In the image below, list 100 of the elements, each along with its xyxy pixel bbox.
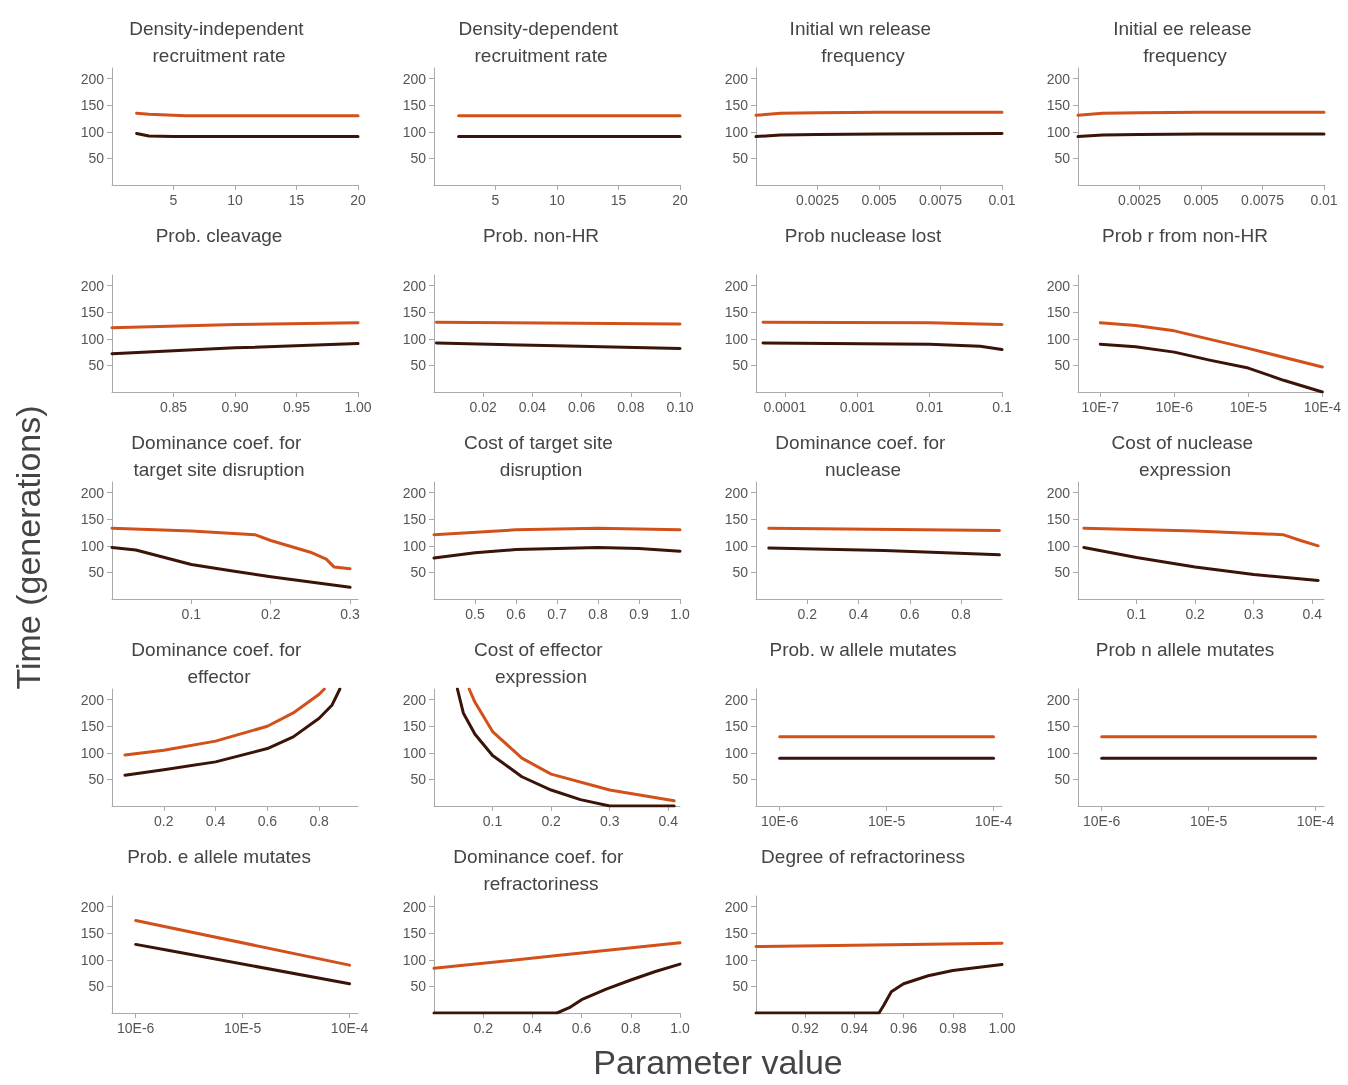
y-axis-title: Time (generations) [8, 404, 48, 692]
chart-title: Cost of target site disruption [463, 432, 619, 480]
y-tick-label: 200 [1046, 70, 1071, 87]
y-tick-label: 200 [724, 277, 749, 294]
y-tick-label: 100 [1046, 744, 1071, 761]
y-tick-label: 50 [732, 771, 749, 788]
x-tick-label: 0.005 [861, 192, 897, 208]
line-series [110, 545, 352, 589]
y-tick-label: 100 [402, 123, 427, 140]
x-tick-label: 5 [169, 192, 178, 208]
x-tick-label: 0.06 [567, 399, 596, 415]
y-tick-label: 200 [402, 277, 427, 294]
x-tick-label: 0.02 [469, 399, 498, 415]
x-tick-label: 10E-6 [1083, 813, 1121, 829]
y-tick-label: 50 [1054, 150, 1071, 167]
x-tick-label: 0.90 [221, 399, 249, 415]
x-tick-label: 0.4 [658, 813, 679, 829]
x-tick-label: 0.98 [939, 1020, 967, 1036]
chart-title: Prob. w allele mutates [769, 639, 957, 660]
x-tick-label: 5 [491, 192, 500, 208]
x-tick-label: 0.0025 [1118, 192, 1162, 208]
y-tick-label: 200 [1046, 484, 1071, 501]
x-tick-label: 0.6 [506, 606, 526, 622]
chart-title: Density-independent recruitment rate [129, 18, 309, 66]
chart-title: Initial ee release frequency [1113, 18, 1257, 66]
y-tick-label: 50 [410, 978, 427, 995]
x-tick-label: 1.0 [670, 606, 690, 622]
chart-title: Initial wn release frequency [789, 18, 937, 66]
y-tick-label: 50 [410, 564, 427, 581]
y-tick-label: 50 [410, 771, 427, 788]
y-tick-label: 100 [80, 330, 105, 347]
x-tick-label: 0.2 [473, 1020, 494, 1036]
y-tick-label: 150 [724, 718, 749, 735]
y-tick-label: 150 [80, 511, 105, 528]
x-tick-label: 0.6 [900, 606, 920, 622]
y-tick-label: 200 [80, 691, 105, 708]
x-tick-label: 0.2 [797, 606, 818, 622]
x-tick-label: 15 [610, 192, 627, 208]
y-tick-label: 100 [80, 123, 105, 140]
line-series [432, 545, 682, 560]
chart-title: Degree of refractoriness [761, 846, 965, 867]
chart-title: Density-dependent recruitment rate [458, 18, 624, 66]
y-tick-label: 150 [1046, 304, 1071, 321]
y-tick-label: 150 [402, 97, 427, 114]
y-tick-label: 100 [80, 951, 105, 968]
y-tick-label: 50 [1054, 357, 1071, 374]
y-tick-label: 50 [732, 150, 749, 167]
y-tick-label: 150 [402, 925, 427, 942]
x-tick-label: 0.8 [951, 606, 971, 622]
y-tick-label: 50 [88, 150, 105, 167]
y-tick-label: 150 [1046, 97, 1071, 114]
x-tick-label: 0.1 [482, 813, 503, 829]
y-tick-label: 200 [402, 691, 427, 708]
line-series [110, 526, 352, 571]
y-tick-label: 50 [732, 564, 749, 581]
x-tick-label: 0.92 [791, 1020, 820, 1036]
y-tick-label: 50 [88, 771, 105, 788]
y-tick-label: 150 [80, 925, 105, 942]
x-tick-label: 0.94 [840, 1020, 869, 1036]
x-tick-label: 0.1 [181, 606, 202, 622]
y-tick-label: 200 [724, 484, 749, 501]
x-tick-label: 0.8 [621, 1020, 641, 1036]
x-tick-label: 0.95 [282, 399, 311, 415]
line-series [123, 687, 342, 777]
y-tick-label: 50 [410, 150, 427, 167]
y-tick-label: 200 [80, 898, 105, 915]
x-tick-label: 0.6 [571, 1020, 592, 1036]
chart-title: Prob. non-HR [482, 225, 600, 246]
x-tick-label: 0.2 [260, 606, 281, 622]
y-tick-label: 50 [732, 357, 749, 374]
x-tick-label: 0.10 [666, 399, 694, 415]
x-tick-label: 1.00 [988, 1020, 1016, 1036]
y-tick-label: 50 [88, 564, 105, 581]
chart-title: Prob nuclease lost [784, 225, 942, 246]
x-tick-label: 0.01 [915, 399, 944, 415]
y-tick-label: 100 [402, 744, 427, 761]
y-tick-label: 100 [1046, 537, 1071, 554]
x-tick-label: 10E-7 [1081, 399, 1120, 415]
chart-title: Dominance coef. for effector [131, 639, 307, 687]
x-tick-label: 10E-5 [223, 1020, 262, 1036]
y-tick-label: 200 [724, 70, 749, 87]
x-tick-label: 0.01 [1310, 192, 1338, 208]
x-tick-label: 1.0 [670, 1020, 690, 1036]
y-tick-label: 200 [1046, 277, 1071, 294]
x-tick-label: 0.85 [159, 399, 188, 415]
y-tick-label: 150 [724, 925, 749, 942]
y-tick-label: 200 [724, 691, 749, 708]
x-tick-label: 10E-4 [1296, 813, 1335, 829]
x-tick-label: 10 [549, 192, 565, 208]
chart-title: Prob n allele mutates [1095, 639, 1275, 660]
line-series [123, 687, 326, 757]
y-tick-label: 100 [402, 951, 427, 968]
x-axis-title: Parameter value [592, 1043, 844, 1082]
x-tick-label: 10 [227, 192, 243, 208]
y-tick-label: 200 [1046, 691, 1071, 708]
x-tick-label: 0.005 [1183, 192, 1219, 208]
x-tick-label: 0.8 [588, 606, 608, 622]
line-series [1082, 545, 1320, 582]
x-tick-label: 10E-4 [974, 813, 1013, 829]
y-tick-label: 150 [402, 718, 427, 735]
